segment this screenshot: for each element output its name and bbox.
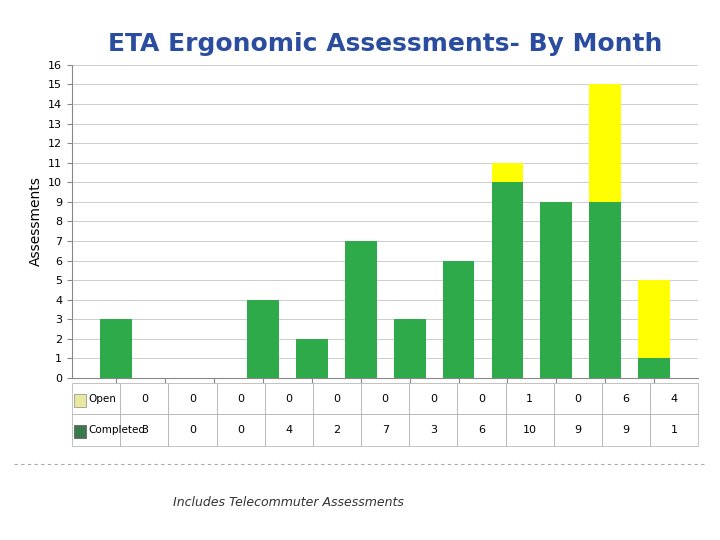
Text: 0: 0 xyxy=(141,394,148,404)
Bar xyxy=(492,183,523,378)
Text: 0: 0 xyxy=(285,394,292,404)
Text: 4: 4 xyxy=(671,394,678,404)
Bar xyxy=(247,300,279,378)
Text: 0: 0 xyxy=(333,394,341,404)
FancyBboxPatch shape xyxy=(120,383,168,415)
Bar xyxy=(345,241,377,378)
FancyBboxPatch shape xyxy=(72,415,120,446)
Bar xyxy=(541,202,572,378)
FancyBboxPatch shape xyxy=(168,383,217,415)
FancyBboxPatch shape xyxy=(217,415,265,446)
Text: 0: 0 xyxy=(382,394,389,404)
Text: 7: 7 xyxy=(382,425,389,435)
FancyBboxPatch shape xyxy=(409,383,457,415)
Text: 4: 4 xyxy=(285,425,292,435)
FancyBboxPatch shape xyxy=(313,415,361,446)
Bar xyxy=(394,319,426,378)
Text: 1: 1 xyxy=(526,394,534,404)
Text: 0: 0 xyxy=(478,394,485,404)
FancyBboxPatch shape xyxy=(265,383,313,415)
Text: 10: 10 xyxy=(523,425,536,435)
Text: 0: 0 xyxy=(575,394,582,404)
Bar xyxy=(443,261,474,378)
Bar xyxy=(296,339,328,378)
FancyBboxPatch shape xyxy=(361,415,409,446)
Text: 6: 6 xyxy=(478,425,485,435)
Text: 6: 6 xyxy=(623,394,629,404)
Bar xyxy=(638,280,670,359)
FancyBboxPatch shape xyxy=(505,383,554,415)
Bar xyxy=(589,84,621,202)
FancyBboxPatch shape xyxy=(72,383,120,415)
FancyBboxPatch shape xyxy=(120,415,168,446)
FancyBboxPatch shape xyxy=(409,415,457,446)
Bar xyxy=(589,202,621,378)
Text: 9: 9 xyxy=(575,425,582,435)
Text: 0: 0 xyxy=(237,394,244,404)
FancyBboxPatch shape xyxy=(168,415,217,446)
FancyBboxPatch shape xyxy=(505,415,554,446)
FancyBboxPatch shape xyxy=(650,383,698,415)
Text: 0: 0 xyxy=(189,425,196,435)
Text: 0: 0 xyxy=(237,425,244,435)
Text: 1: 1 xyxy=(671,425,678,435)
Text: BERKELEY LAB: BERKELEY LAB xyxy=(563,526,603,531)
Y-axis label: Assessments: Assessments xyxy=(29,177,42,266)
Title: ETA Ergonomic Assessments- By Month: ETA Ergonomic Assessments- By Month xyxy=(108,32,662,56)
Text: 0: 0 xyxy=(189,394,196,404)
Text: ||: || xyxy=(579,512,588,523)
Text: 3: 3 xyxy=(430,425,437,435)
FancyBboxPatch shape xyxy=(457,415,505,446)
FancyBboxPatch shape xyxy=(74,394,86,407)
FancyBboxPatch shape xyxy=(602,383,650,415)
FancyBboxPatch shape xyxy=(457,383,505,415)
Text: nnnnnn: nnnnnn xyxy=(570,502,596,509)
Text: 3: 3 xyxy=(141,425,148,435)
FancyBboxPatch shape xyxy=(217,383,265,415)
FancyBboxPatch shape xyxy=(265,415,313,446)
FancyBboxPatch shape xyxy=(650,415,698,446)
Text: Completed: Completed xyxy=(89,425,146,435)
Text: 0: 0 xyxy=(430,394,437,404)
FancyBboxPatch shape xyxy=(554,383,602,415)
FancyBboxPatch shape xyxy=(313,383,361,415)
FancyBboxPatch shape xyxy=(554,415,602,446)
Text: 2: 2 xyxy=(333,425,341,435)
FancyBboxPatch shape xyxy=(74,426,86,438)
Bar xyxy=(638,359,670,378)
Bar xyxy=(492,163,523,183)
FancyBboxPatch shape xyxy=(602,415,650,446)
Text: Includes Telecommuter Assessments: Includes Telecommuter Assessments xyxy=(173,496,403,509)
Bar xyxy=(101,319,132,378)
Text: 9: 9 xyxy=(623,425,630,435)
Text: Open: Open xyxy=(89,394,117,404)
FancyBboxPatch shape xyxy=(361,383,409,415)
